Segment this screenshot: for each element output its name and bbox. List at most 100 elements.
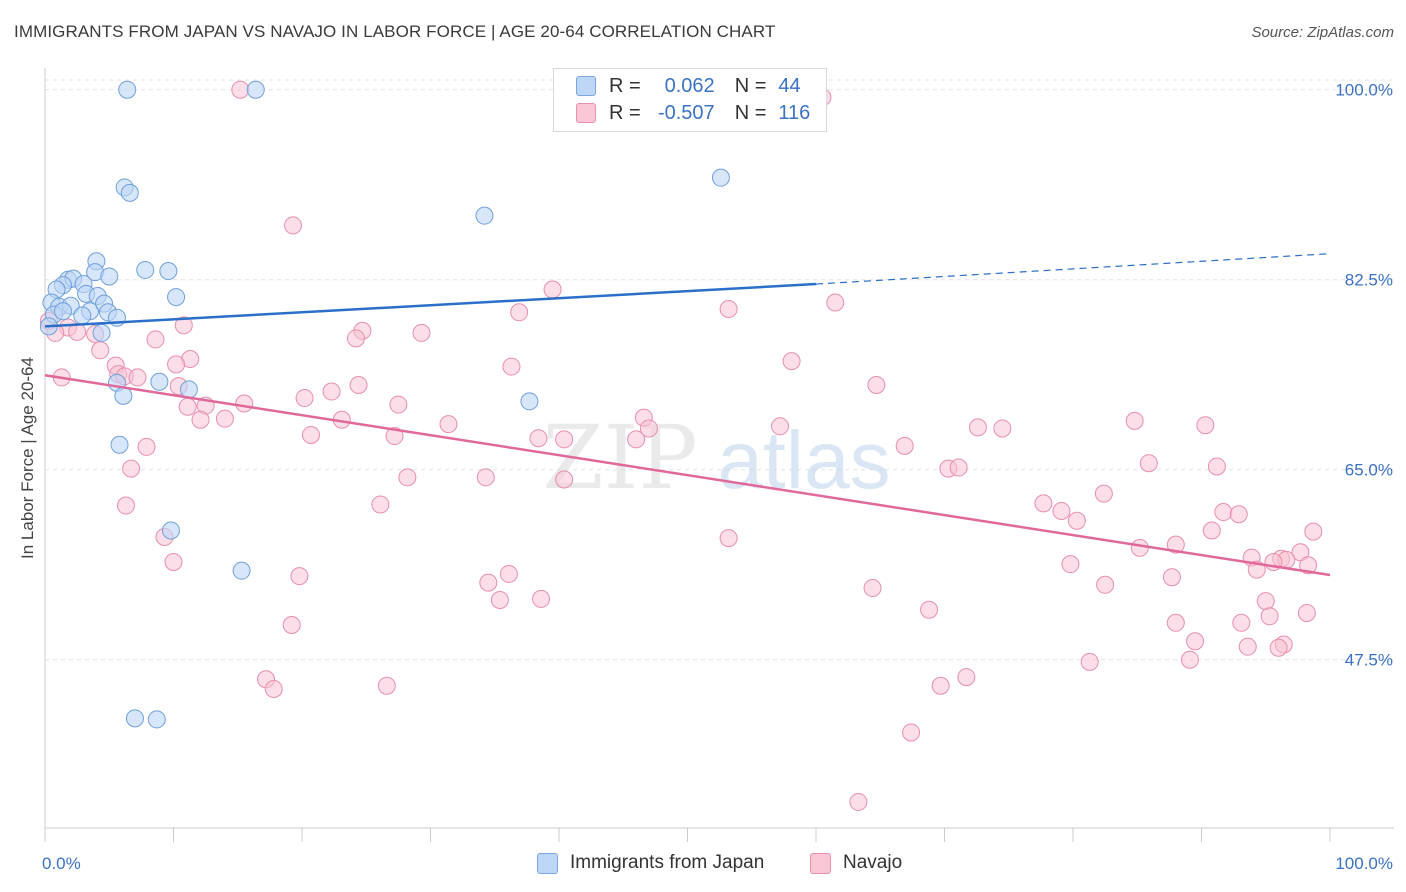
navajo-point (284, 216, 303, 235)
navajo-point (543, 280, 562, 299)
navajo-point (931, 676, 950, 695)
navajo-point (1232, 613, 1251, 632)
navajo-point (826, 293, 845, 312)
source-label: Source: ZipAtlas.com (1251, 24, 1394, 41)
navajo-point (1207, 457, 1226, 476)
navajo-point (867, 376, 886, 395)
legend-n-value-japan: 44 (778, 74, 801, 97)
navajo-point (782, 352, 801, 371)
japan-point (114, 386, 133, 405)
navajo-point (178, 397, 197, 416)
japan-point (520, 392, 539, 411)
navajo-point (1260, 607, 1279, 626)
series-swatch-navajo (810, 852, 831, 874)
legend-r-value-navajo: -0.507 (657, 101, 715, 124)
series-label-navajo: Navajo (843, 852, 903, 873)
navajo-point (1052, 501, 1071, 520)
navajo-point (439, 415, 458, 434)
japan-trend-line (44, 282, 817, 328)
navajo-point (510, 303, 529, 322)
navajo-point (146, 330, 165, 349)
japan-point (120, 183, 139, 202)
y-tick-label: 47.5% (1345, 651, 1393, 670)
navajo-point (137, 437, 156, 456)
watermark-zip: ZIP (542, 406, 697, 509)
navajo-point (128, 368, 147, 387)
navajo-point (1297, 604, 1316, 623)
navajo-point (68, 322, 87, 341)
navajo-point (920, 600, 939, 619)
navajo-point (116, 496, 135, 515)
navajo-point (1130, 538, 1149, 557)
legend-r-label: R = (609, 74, 641, 97)
japan-point (73, 306, 92, 325)
navajo-point (1214, 503, 1233, 522)
navajo-point (1080, 652, 1099, 671)
navajo-point (849, 792, 868, 811)
trend-layer (44, 253, 1331, 577)
japan-point (232, 561, 251, 580)
series-legend: Immigrants from Japan Navajo (0, 852, 1406, 878)
navajo-point (1125, 411, 1144, 430)
navajo-point (719, 300, 738, 319)
stats-legend: R = 0.062 N = 44 R = -0.507 N = 116 (553, 68, 827, 132)
navajo-point (499, 564, 518, 583)
navajo-point (1139, 454, 1158, 473)
navajo-point (1238, 637, 1257, 656)
navajo-point (639, 419, 658, 438)
japan-point (136, 260, 155, 279)
legend-n-label: N = (734, 101, 767, 124)
tick-labels: 47.5% 65.0% 82.5% 100.0% 0.0% 100.0% (42, 81, 1393, 873)
navajo-point (490, 591, 509, 609)
navajo-point (949, 458, 968, 477)
navajo-point (627, 430, 646, 449)
navajo-point (231, 80, 250, 99)
japan-point (161, 521, 180, 540)
japan-point (150, 372, 169, 391)
legend-n-value-navajo: 116 (778, 101, 811, 124)
navajo-point (412, 323, 431, 342)
navajo-point (191, 410, 210, 429)
navajo-point (1196, 416, 1215, 435)
navajo-point (1034, 494, 1053, 513)
navajo-point (1094, 484, 1113, 503)
navajo-point (389, 395, 408, 414)
navajo-point (895, 436, 914, 455)
y-tick-label: 65.0% (1345, 461, 1393, 480)
legend-swatch-navajo (576, 103, 596, 123)
legend-n-label: N = (734, 74, 767, 97)
navajo-point (1256, 592, 1275, 611)
navajo-point (235, 394, 254, 413)
navajo-point (290, 567, 309, 586)
series-swatch-japan (537, 852, 558, 874)
japan-point (167, 288, 186, 307)
navajo-point (174, 316, 193, 335)
navajo-point (479, 573, 498, 592)
navajo-point (957, 668, 976, 687)
series-legend-japan[interactable]: Immigrants from Japan (537, 852, 764, 874)
x-tick-label-min: 0.0% (42, 854, 81, 873)
japan-point (179, 380, 198, 399)
legend-r-value-japan: 0.062 (664, 74, 715, 97)
navajo-point (555, 470, 574, 489)
navajo-point (322, 382, 341, 401)
navajo-point (301, 425, 320, 444)
navajo-point (371, 495, 390, 514)
navajo-point (1186, 632, 1205, 651)
navajo-point (1229, 505, 1248, 524)
japan-points (39, 80, 730, 729)
navajo-trend-line (44, 374, 1331, 577)
navajo-point (532, 589, 551, 608)
japan-point (118, 80, 137, 99)
navajo-point (1269, 638, 1288, 657)
japan-point (147, 710, 166, 729)
navajo-point (1096, 575, 1115, 594)
y-tick-label: 100.0% (1335, 81, 1393, 100)
navajo-point (164, 553, 183, 571)
navajo-point (385, 427, 404, 446)
watermark-atlas: atlas (717, 415, 890, 506)
navajo-point (529, 429, 548, 448)
japan-point (475, 206, 494, 225)
series-legend-navajo[interactable]: Navajo (810, 852, 902, 874)
